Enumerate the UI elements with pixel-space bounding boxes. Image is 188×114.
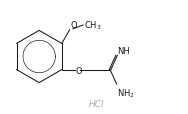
Text: O: O: [75, 66, 82, 75]
Text: CH$_3$: CH$_3$: [84, 19, 101, 32]
Text: NH$_2$: NH$_2$: [117, 86, 134, 99]
Text: HCl: HCl: [89, 99, 104, 108]
Text: NH: NH: [117, 46, 130, 55]
Text: O: O: [70, 21, 77, 30]
